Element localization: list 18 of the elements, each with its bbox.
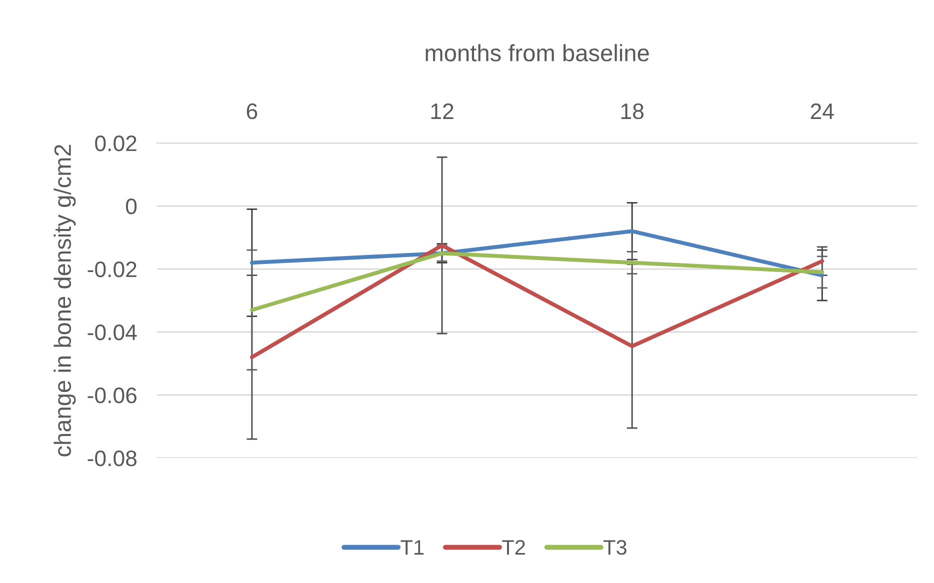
line-series <box>250 243 824 360</box>
y-tick-label: -0.06 <box>88 388 136 404</box>
y-tick-label: -0.02 <box>88 262 136 278</box>
x-tick-label: 6 <box>246 103 258 120</box>
x-tick-label: 24 <box>810 103 834 119</box>
y-axis-title: change in bone density g/cm2 <box>54 144 76 456</box>
x-axis-title: months from baseline <box>426 44 649 62</box>
y-tick-label: -0.04 <box>88 324 137 340</box>
line-series <box>250 251 824 312</box>
line-series <box>250 229 824 278</box>
y-tick-label: -0.08 <box>88 450 137 466</box>
legend-label: T1 <box>400 540 424 555</box>
y-tick-label: 0.02 <box>95 136 136 152</box>
legend-label: T3 <box>604 540 626 555</box>
x-tick-label: 12 <box>431 103 454 119</box>
x-tick-label: 18 <box>621 103 644 120</box>
y-tick-label: 0 <box>126 198 137 214</box>
legend-label: T2 <box>502 540 525 555</box>
